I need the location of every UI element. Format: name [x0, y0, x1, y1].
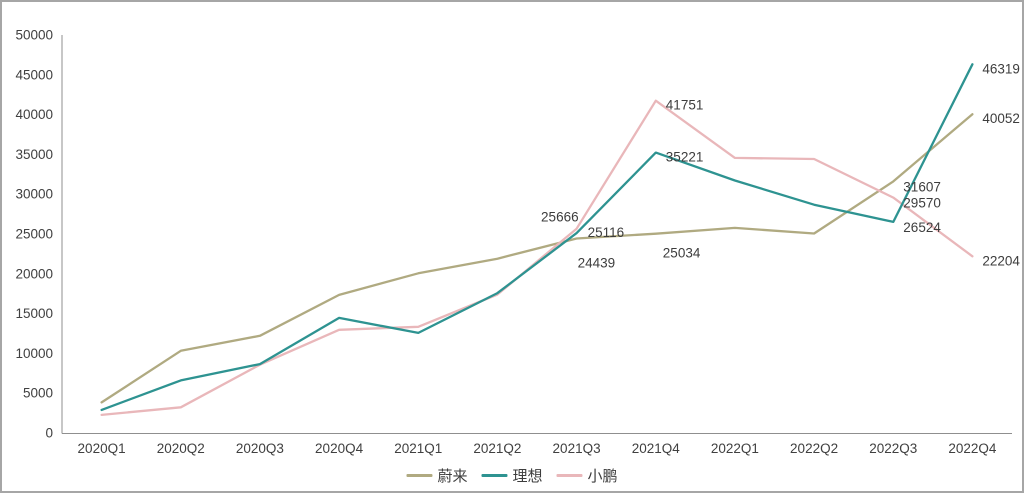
series-line-xiaopeng [100, 99, 974, 417]
x-tick-label: 2021Q4 [632, 441, 681, 456]
x-tick-label: 2021Q2 [473, 441, 521, 456]
x-tick-label: 2022Q4 [948, 441, 997, 456]
data-label-weilai-2021Q4: 25034 [663, 246, 701, 261]
y-tick-label: 40000 [15, 107, 53, 122]
data-label-xiaopeng-2022Q3: 29570 [903, 196, 941, 211]
x-tick-label: 2021Q1 [394, 441, 442, 456]
y-tick-label: 35000 [15, 147, 53, 162]
y-tick-label: 30000 [15, 187, 53, 202]
legend-label-lixiang: 理想 [512, 468, 543, 485]
y-tick-label: 50000 [15, 28, 53, 43]
y-tick-label: 25000 [15, 227, 53, 242]
legend-swatch-weilai [406, 474, 433, 477]
data-label-weilai-2022Q4: 40052 [982, 111, 1020, 126]
series-line-lixiang [100, 63, 974, 412]
y-tick-label: 5000 [23, 386, 53, 401]
legend-item-weilai: 蔚来 [406, 465, 467, 486]
x-tick-label: 2020Q1 [78, 441, 126, 456]
x-tick-label: 2022Q3 [869, 441, 917, 456]
x-tick-label: 2022Q2 [790, 441, 838, 456]
legend: 蔚来 理想 小鹏 [406, 465, 618, 486]
x-tick-label: 2022Q1 [711, 441, 759, 456]
data-label-lixiang-2022Q4: 46319 [982, 61, 1020, 76]
y-tick-label: 10000 [15, 346, 53, 361]
x-tick-label: 2020Q3 [236, 441, 284, 456]
data-label-lixiang-2021Q4: 35221 [666, 150, 704, 165]
y-tick-label: 20000 [15, 266, 53, 281]
legend-label-xiaopeng: 小鹏 [587, 468, 618, 485]
data-label-lixiang-2022Q3: 26524 [903, 220, 941, 235]
data-label-lixiang-2021Q3: 25116 [588, 225, 625, 240]
data-label-xiaopeng-2021Q4: 41751 [666, 98, 704, 113]
x-tick-label: 2020Q2 [157, 441, 205, 456]
x-tick-label: 2020Q4 [315, 441, 364, 456]
y-tick-label: 45000 [15, 67, 53, 82]
data-label-xiaopeng-2022Q4: 22204 [982, 253, 1020, 268]
legend-label-weilai: 蔚来 [437, 468, 468, 485]
legend-swatch-lixiang [481, 474, 508, 477]
x-tick-label: 2021Q3 [553, 441, 601, 456]
data-label-weilai-2021Q3: 24439 [578, 256, 616, 271]
legend-item-xiaopeng: 小鹏 [556, 465, 618, 486]
series-line-weilai [100, 113, 974, 404]
legend-swatch-xiaopeng [556, 474, 583, 477]
data-label-weilai-2022Q3: 31607 [903, 179, 941, 194]
data-label-xiaopeng-2021Q3: 25666 [541, 210, 579, 225]
y-tick-label: 0 [45, 426, 53, 441]
legend-item-lixiang: 理想 [481, 465, 543, 486]
y-tick-label: 15000 [15, 306, 53, 321]
